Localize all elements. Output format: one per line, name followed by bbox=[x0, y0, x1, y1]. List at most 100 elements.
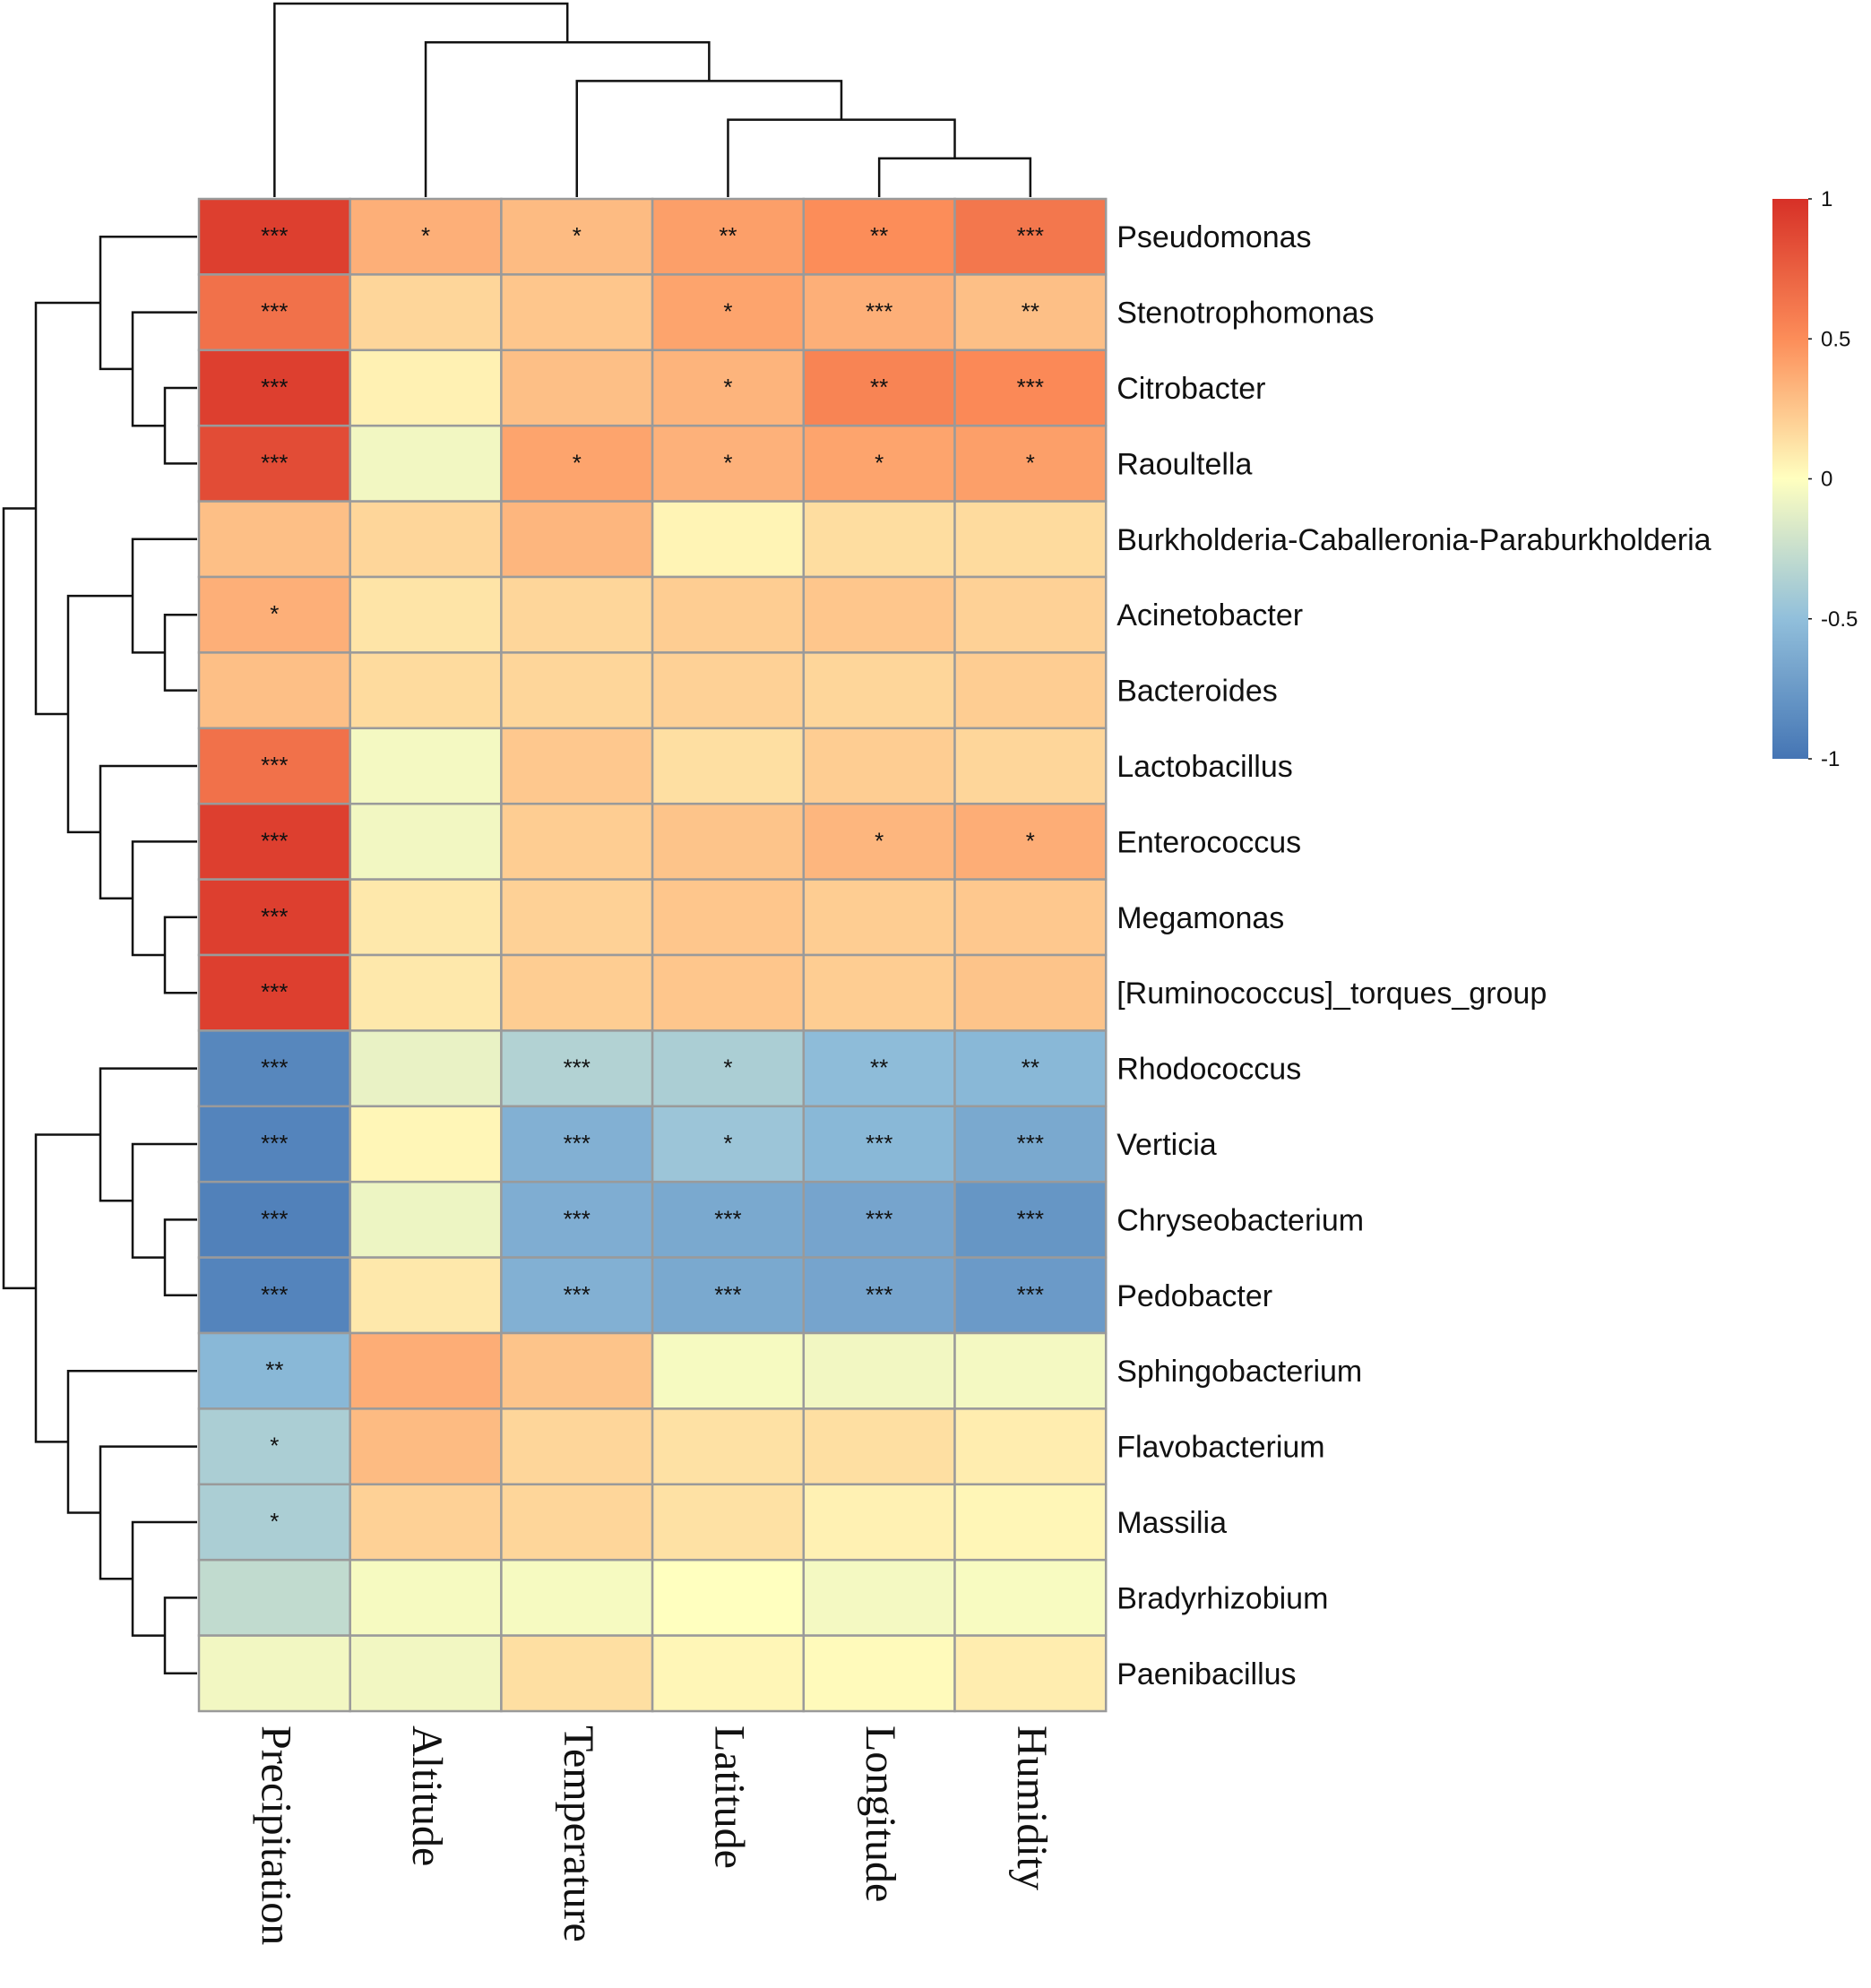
heatmap-cell bbox=[500, 802, 654, 881]
row-label: Pseudomonas bbox=[1117, 220, 1311, 254]
heatmap-cell bbox=[802, 575, 956, 654]
significance-label: *** bbox=[1017, 222, 1044, 249]
heatmap-cell bbox=[197, 1029, 351, 1108]
row-label: Raoultella bbox=[1117, 447, 1252, 481]
significance-label: * bbox=[573, 222, 582, 249]
heatmap-cell bbox=[349, 1331, 503, 1410]
heatmap-cell bbox=[349, 651, 503, 730]
heatmap-cell bbox=[651, 1634, 806, 1713]
row-label: Enterococcus bbox=[1117, 825, 1301, 859]
significance-label: *** bbox=[564, 1054, 591, 1081]
row-dendrogram-branch bbox=[163, 1218, 197, 1297]
heatmap-cell bbox=[349, 424, 503, 503]
row-label: [Ruminococcus]_torques_group bbox=[1117, 977, 1547, 1011]
heatmap-cell bbox=[651, 575, 806, 654]
heatmap-cell bbox=[651, 1558, 806, 1637]
heatmap-cell bbox=[953, 1105, 1108, 1183]
heatmap-cell bbox=[349, 802, 503, 881]
significance-label: *** bbox=[866, 1205, 892, 1232]
heatmap-cell bbox=[349, 1558, 503, 1637]
significance-label: ** bbox=[870, 374, 888, 400]
heatmap-cell bbox=[197, 727, 351, 805]
heatmap-cell bbox=[802, 1558, 956, 1637]
significance-label: * bbox=[270, 1508, 279, 1535]
significance-label: *** bbox=[564, 1281, 591, 1308]
column-label: Humidity bbox=[1008, 1726, 1056, 1890]
heatmap-cell bbox=[349, 1483, 503, 1562]
significance-label: ** bbox=[870, 1054, 888, 1081]
row-label: Flavobacterium bbox=[1117, 1431, 1324, 1465]
significance-label: *** bbox=[261, 978, 288, 1005]
row-dendrogram-branch bbox=[163, 386, 197, 465]
row-label: Massilia bbox=[1117, 1506, 1227, 1540]
significance-label: *** bbox=[564, 1205, 591, 1232]
heatmap-cell bbox=[953, 575, 1108, 654]
heatmap-cell bbox=[802, 651, 956, 730]
heatmap-cell bbox=[197, 953, 351, 1032]
heatmap-cell bbox=[349, 953, 503, 1032]
heatmap-cell bbox=[953, 1558, 1108, 1637]
row-dendrogram-branch bbox=[66, 1369, 197, 1514]
heatmap-cell bbox=[651, 953, 806, 1032]
significance-label: * bbox=[875, 827, 884, 854]
significance-label: * bbox=[875, 449, 884, 476]
significance-label: *** bbox=[1017, 1130, 1044, 1157]
heatmap-cell bbox=[802, 349, 956, 427]
row-dendrogram-branch bbox=[99, 1067, 197, 1202]
row-label: Pedobacter bbox=[1117, 1279, 1272, 1313]
column-dendrogram-branch bbox=[424, 40, 711, 197]
row-dendrogram-branch bbox=[163, 613, 197, 692]
heatmap-cell bbox=[802, 273, 956, 352]
heatmap-cell bbox=[349, 575, 503, 654]
significance-label: *** bbox=[261, 449, 288, 476]
heatmap-cell bbox=[953, 349, 1108, 427]
significance-label: *** bbox=[866, 1281, 892, 1308]
significance-label: *** bbox=[261, 903, 288, 930]
heatmap-cell bbox=[197, 651, 351, 730]
significance-label: *** bbox=[261, 827, 288, 854]
heatmap-cell bbox=[349, 878, 503, 957]
row-label: Bradyrhizobium bbox=[1117, 1581, 1328, 1615]
significance-label: ** bbox=[265, 1356, 283, 1383]
significance-label: *** bbox=[261, 1054, 288, 1081]
heatmap-cell bbox=[349, 1407, 503, 1486]
heatmap-cell bbox=[197, 1634, 351, 1713]
row-label: Paenibacillus bbox=[1117, 1657, 1296, 1691]
row-dendrogram-branch bbox=[99, 1445, 197, 1580]
heatmap-cell bbox=[802, 1256, 956, 1335]
heatmap-cell bbox=[802, 424, 956, 503]
heatmap-cell bbox=[197, 349, 351, 427]
row-label: Acinetobacter bbox=[1117, 598, 1303, 633]
heatmap-cell bbox=[651, 1105, 806, 1183]
heatmap-cell bbox=[953, 1483, 1108, 1562]
heatmap-cell bbox=[953, 197, 1108, 276]
heatmap-cell bbox=[500, 651, 654, 730]
significance-label: * bbox=[723, 1130, 732, 1157]
heatmap-cell bbox=[651, 1407, 806, 1486]
row-label: Citrobacter bbox=[1117, 372, 1265, 406]
row-labels: Pseudomonas Stenotrophomonas Citrobacter Ra… bbox=[1117, 220, 1711, 1691]
heatmap-cell bbox=[349, 727, 503, 805]
heatmap-cell bbox=[500, 1029, 654, 1108]
heatmap-cell bbox=[500, 1634, 654, 1713]
heatmap-cell bbox=[500, 424, 654, 503]
heatmap-cell bbox=[349, 1634, 503, 1713]
column-dendrogram bbox=[273, 2, 1032, 197]
significance-label: *** bbox=[866, 1130, 892, 1157]
heatmap-cell bbox=[953, 1029, 1108, 1108]
heatmap-cell bbox=[349, 273, 503, 352]
heatmap-cell bbox=[651, 727, 806, 805]
column-label: Latitude bbox=[705, 1726, 753, 1869]
heatmap-cell bbox=[802, 1029, 956, 1108]
heatmap-cell bbox=[953, 500, 1108, 579]
legend-tick-label: 0 bbox=[1821, 468, 1832, 492]
significance-label: * bbox=[723, 374, 732, 400]
heatmap-cell bbox=[500, 575, 654, 654]
heatmap-cell bbox=[500, 1558, 654, 1637]
legend-tick-label: -0.5 bbox=[1821, 607, 1858, 632]
heatmap-cell bbox=[349, 500, 503, 579]
column-label: Precipitation bbox=[252, 1726, 299, 1945]
significance-label: * bbox=[270, 600, 279, 627]
row-dendrogram bbox=[2, 235, 197, 1675]
